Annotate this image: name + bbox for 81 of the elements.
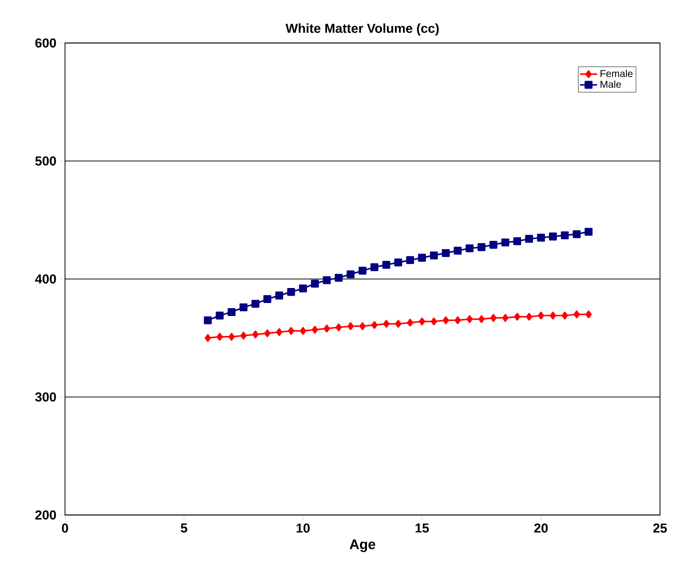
- legend-label: Female: [600, 70, 633, 78]
- point: [490, 314, 497, 322]
- point: [324, 324, 330, 332]
- point: [442, 316, 449, 324]
- point: [526, 312, 532, 321]
- point: [430, 318, 438, 326]
- point: [240, 303, 248, 312]
- point: [263, 295, 272, 303]
- point: [489, 240, 498, 249]
- point: [406, 256, 414, 264]
- point: [585, 310, 592, 318]
- point: [370, 263, 378, 272]
- y-tick-label: 400: [35, 274, 56, 284]
- point: [430, 251, 438, 260]
- point: [334, 274, 343, 282]
- y-tick-label: 300: [35, 392, 56, 402]
- point: [383, 320, 390, 328]
- point: [466, 244, 474, 252]
- point: [574, 310, 580, 318]
- point: [346, 270, 355, 278]
- point: [502, 314, 508, 322]
- point: [358, 266, 366, 275]
- point: [548, 232, 557, 240]
- point: [584, 228, 593, 236]
- legend-label: Male: [600, 80, 621, 88]
- point: [228, 332, 235, 341]
- point: [525, 234, 534, 243]
- x-tick-label: 5: [180, 524, 188, 533]
- point: [288, 326, 294, 335]
- point: [371, 321, 378, 329]
- point: [204, 316, 212, 324]
- point: [251, 300, 260, 308]
- point: [276, 328, 282, 336]
- point: [216, 312, 224, 320]
- point: [287, 288, 296, 296]
- point: [204, 334, 211, 342]
- point: [501, 238, 510, 246]
- point: [478, 315, 485, 324]
- x-axis-title: Age: [350, 540, 376, 552]
- point: [513, 237, 522, 246]
- point: [562, 312, 568, 320]
- point: [240, 332, 247, 340]
- point: [394, 258, 402, 266]
- point: [538, 312, 544, 320]
- point: [252, 330, 259, 338]
- point: [478, 243, 486, 252]
- point: [336, 323, 342, 332]
- point: [216, 332, 223, 341]
- point: [454, 246, 462, 255]
- x-tick-label: 0: [62, 524, 68, 533]
- point: [359, 322, 366, 330]
- point: [466, 315, 473, 324]
- point: [560, 231, 569, 240]
- point: [572, 230, 581, 238]
- point: [418, 254, 426, 262]
- point: [406, 318, 414, 327]
- point: [395, 320, 402, 328]
- x-tick-label: 15: [416, 524, 429, 533]
- point: [322, 276, 331, 284]
- point: [228, 308, 236, 316]
- point: [300, 326, 306, 335]
- point: [418, 318, 426, 326]
- point: [312, 326, 318, 334]
- y-tick-label: 500: [35, 156, 56, 166]
- point: [299, 284, 307, 292]
- point: [550, 312, 556, 320]
- point: [454, 316, 461, 324]
- point: [347, 322, 354, 330]
- point: [442, 249, 450, 257]
- y-tick-label: 200: [35, 510, 56, 520]
- point: [382, 260, 390, 269]
- point: [275, 292, 284, 300]
- x-tick-label: 10: [296, 524, 310, 533]
- chart-title: White Matter Volume (cc): [286, 23, 439, 36]
- x-tick-label: 20: [534, 524, 548, 533]
- point: [514, 312, 520, 321]
- point: [537, 234, 545, 242]
- x-tick-label: 25: [653, 524, 667, 533]
- y-tick-label: 600: [35, 38, 56, 48]
- point: [310, 280, 319, 288]
- point: [264, 329, 270, 338]
